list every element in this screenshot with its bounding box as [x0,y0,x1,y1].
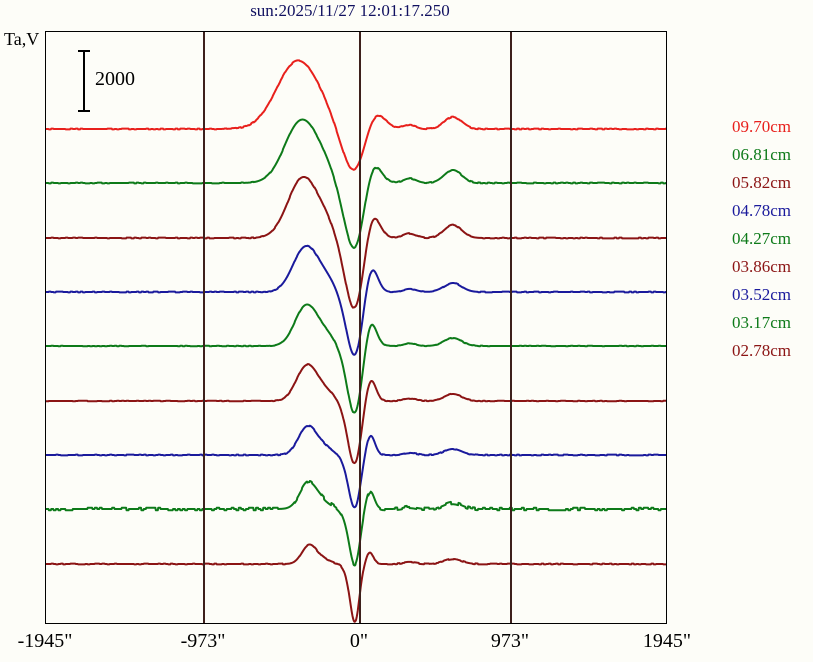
y-axis-label: Ta,V [4,29,40,49]
trace-04.27cm [46,303,666,414]
trace-04.78cm [46,244,666,356]
page-title: sun:2025/11/27 12:01:17.250 [250,1,450,20]
trace-06.81cm [46,118,666,249]
legend-item-6: 03.52cm [732,285,792,304]
trace-03.86cm [46,363,666,465]
x-axis-ticks: -1945" -973" 0" 973" 1945" [0,630,813,660]
x-tick-label-1: -973" [180,630,226,652]
x-tick-label-4: 1945" [642,630,692,652]
legend-item-3: 04.78cm [732,201,792,220]
legend-item-1: 06.81cm [732,145,792,164]
x-tick-label-0: -1945" [17,630,73,652]
trace-layer [46,59,666,623]
gridline-1 [359,32,361,623]
x-tick-label-3: 973" [490,630,530,652]
trace-03.52cm [46,424,666,509]
legend-item-4: 04.27cm [732,229,792,248]
trace-03.17cm [46,479,666,567]
x-tick-label-2: 0" [349,630,369,652]
trace-05.82cm [46,175,666,309]
scale-bar-cap-bottom [78,110,90,112]
legend: 09.70cm 06.81cm 05.82cm 04.78cm 04.27cm 03.86… [732,113,813,365]
gridline-2 [510,32,512,623]
gridline-0 [203,32,205,623]
legend-item-5: 03.86cm [732,257,792,276]
plot-area [45,31,667,624]
trace-09.70cm [46,59,666,171]
legend-item-8: 02.78cm [732,341,792,360]
legend-item-0: 09.70cm [732,117,792,136]
scale-bar-label: 2000 [95,68,135,90]
legend-item-2: 05.82cm [732,173,792,192]
trace-02.78cm [46,543,666,623]
scale-bar-line [83,50,85,112]
legend-item-7: 03.17cm [732,313,792,332]
scale-bar: 2000 [78,48,148,116]
